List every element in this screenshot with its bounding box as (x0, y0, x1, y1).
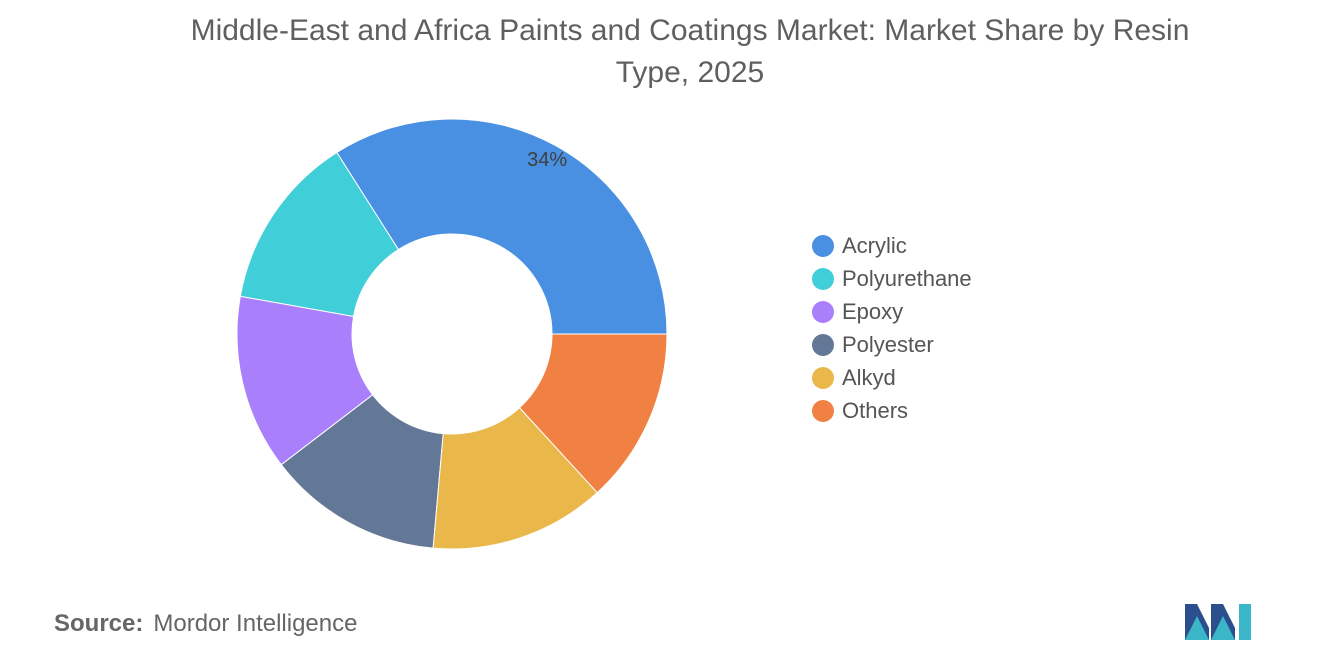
legend-label: Polyester (842, 331, 934, 357)
legend-item-polyester: Polyester (812, 328, 972, 361)
legend-label: Epoxy (842, 298, 904, 324)
donut-slices (236, 118, 668, 550)
slice-polyurethane (239, 151, 400, 318)
mordor-intelligence-logo-icon (1185, 604, 1251, 640)
donut-slice-labels: 34% (527, 149, 567, 171)
chart-title: Middle-East and Africa Paints and Coatin… (190, 14, 1190, 89)
legend-item-polyurethane: Polyurethane (812, 262, 972, 295)
legend-swatch (812, 234, 834, 257)
slice-others (518, 333, 668, 494)
legend-swatch (812, 267, 834, 290)
slice-epoxy (236, 295, 374, 466)
legend-label: Others (842, 397, 909, 423)
legend-label: Alkyd (842, 364, 896, 390)
slice-alkyd (432, 407, 598, 550)
chart-legend: Acrylic Polyurethane Epoxy Polyester Alkyd Ot… (812, 229, 972, 427)
source-note: Source: Mordor Intelligence (54, 610, 357, 638)
legend-item-acrylic: Acrylic (812, 229, 972, 262)
slice-label-acrylic: 34% (527, 149, 567, 171)
source-name: Mordor Intelligence (153, 610, 358, 637)
legend-swatch (812, 399, 834, 422)
legend-swatch (812, 300, 834, 323)
slice-acrylic (336, 118, 668, 335)
slice-polyester (280, 394, 444, 549)
legend-swatch (812, 366, 834, 389)
source-label: Source: (54, 610, 144, 637)
legend-label: Acrylic (842, 232, 907, 258)
legend-swatch (812, 333, 834, 356)
legend-label: Polyurethane (842, 265, 972, 291)
legend-item-alkyd: Alkyd (812, 361, 972, 394)
legend-item-epoxy: Epoxy (812, 295, 972, 328)
legend-item-others: Others (812, 394, 972, 427)
